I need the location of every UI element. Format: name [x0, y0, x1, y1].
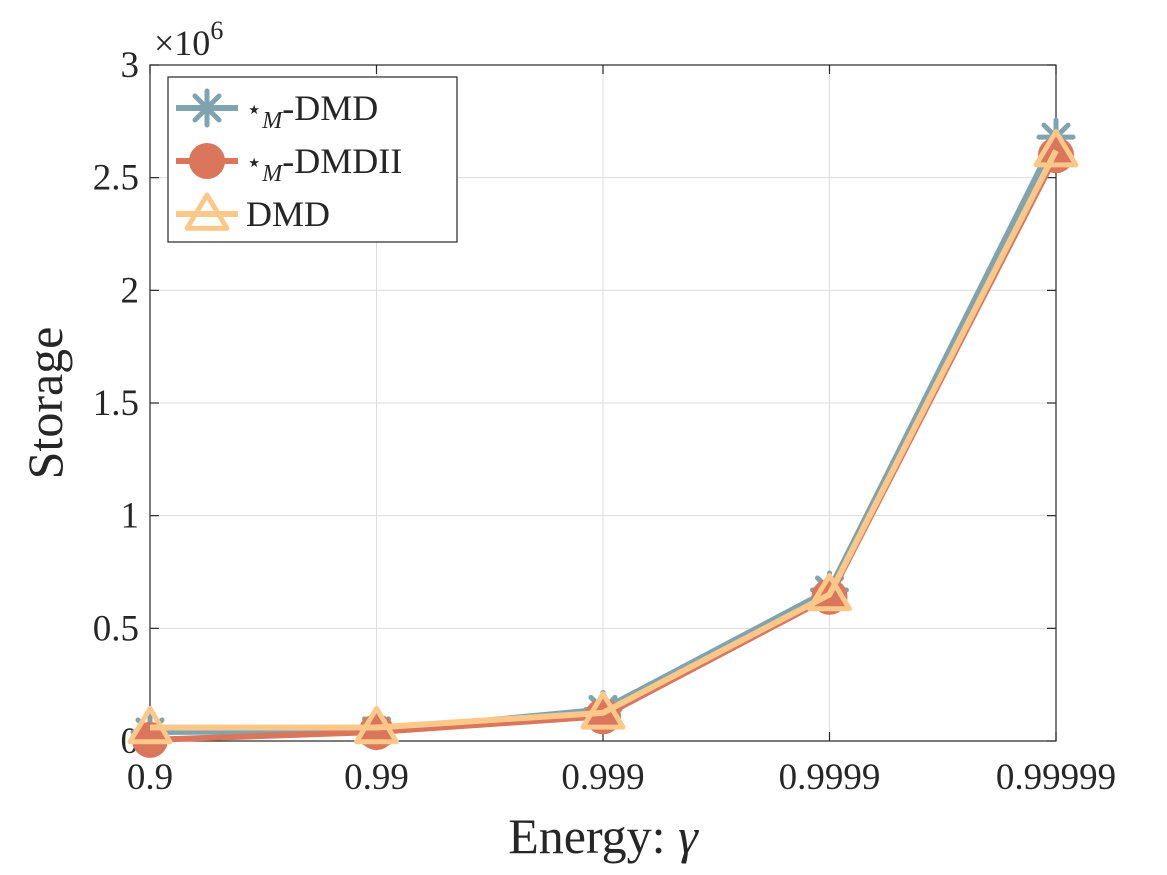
y-exponent-label: ×106	[154, 16, 223, 63]
legend-entries: ⋆M-DMD ⋆M-DMDII DMD	[176, 88, 402, 234]
legend-entry: DMD	[176, 192, 330, 234]
y-tick-label: 1.5	[93, 383, 139, 424]
x-tick-label: 0.99999	[996, 757, 1116, 798]
x-tick-label: 0.99	[344, 757, 409, 798]
x-axis-title-symbol: γ	[678, 808, 699, 864]
legend-marker	[189, 143, 225, 179]
data-point	[127, 705, 173, 745]
legend-marker	[184, 192, 230, 231]
y-tick-label: 2.5	[93, 158, 139, 199]
data-point	[807, 573, 852, 612]
y-tick-label: 1	[121, 496, 140, 537]
x-tick-label: 0.999	[561, 757, 644, 798]
legend-label: ⋆M-DMDII	[246, 141, 402, 187]
x-tick-label: 0.9	[127, 757, 173, 798]
legend-marker	[187, 88, 227, 128]
legend-label: ⋆M-DMD	[246, 88, 378, 134]
x-tick-label: 0.9999	[779, 757, 881, 798]
series-layer	[127, 117, 1079, 758]
legend: ⋆M-DMD ⋆M-DMDII DMD	[167, 76, 458, 243]
series-line	[150, 149, 1059, 731]
y-tick-label: 0.5	[93, 608, 139, 649]
x-axis-title-text: Energy:	[508, 808, 678, 864]
legend-label: DMD	[246, 194, 330, 234]
y-exponent-base: ×10	[154, 23, 210, 63]
y-axis-title: Storage	[17, 327, 73, 480]
y-exponent-power: 6	[210, 16, 223, 45]
y-tick-label: 2	[121, 270, 140, 311]
x-axis-title: Energy: γ	[508, 808, 699, 864]
legend-entry: ⋆M-DMDII	[176, 141, 402, 187]
y-tick-label: 3	[121, 45, 140, 86]
data-point	[580, 691, 626, 730]
legend-entry: ⋆M-DMD	[176, 88, 378, 134]
series-triangle	[127, 129, 1079, 745]
data-point	[1033, 129, 1079, 168]
data-point	[354, 705, 399, 745]
grid-layer	[150, 65, 1056, 741]
